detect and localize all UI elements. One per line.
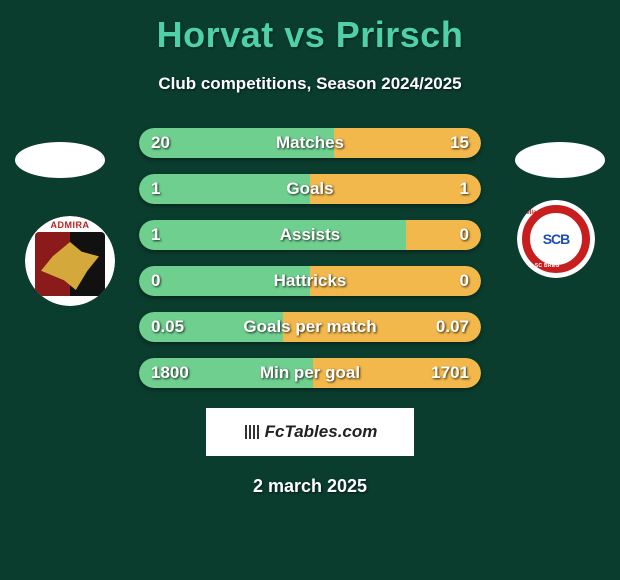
comparison-panel: ADMIRA rivella SCB ELLA SC BREG Matches2… (0, 128, 620, 497)
stat-label: Assists (139, 220, 481, 250)
stat-value-left: 1800 (151, 358, 189, 388)
stat-value-left: 1 (151, 220, 160, 250)
stat-label: Goals per match (139, 312, 481, 342)
stat-value-right: 15 (450, 128, 469, 158)
subtitle: Club competitions, Season 2024/2025 (0, 74, 620, 94)
stat-value-left: 1 (151, 174, 160, 204)
stat-row: Hattricks0 0 (139, 266, 481, 296)
stat-label: Min per goal (139, 358, 481, 388)
bregenz-top-text: rivella (519, 210, 536, 216)
stat-value-right: 0.07 (436, 312, 469, 342)
stat-value-right: 1 (460, 174, 469, 204)
stat-row: Min per goal1800 1701 (139, 358, 481, 388)
stat-value-right: 1701 (431, 358, 469, 388)
stat-row: Matches20 15 (139, 128, 481, 158)
stat-bars: Matches2015Goals11Assists10Hattricks00Go… (139, 128, 481, 388)
club-logo-left: ADMIRA (25, 216, 115, 306)
stat-row: Assists1 0 (139, 220, 481, 250)
stat-value-left: 20 (151, 128, 170, 158)
stat-row: Goals1 1 (139, 174, 481, 204)
stat-label: Goals (139, 174, 481, 204)
date-label: 2 march 2025 (0, 476, 620, 497)
chart-icon (243, 423, 261, 441)
bregenz-logo-icon: rivella SCB ELLA SC BREG (517, 200, 595, 278)
bregenz-center-text: SCB (543, 231, 570, 247)
bregenz-center: SCB (537, 220, 575, 258)
stat-value-right: 0 (460, 220, 469, 250)
watermark-text: FcTables.com (265, 422, 378, 442)
admira-logo-text: ADMIRA (27, 220, 113, 230)
watermark: FcTables.com (206, 408, 414, 456)
stat-label: Matches (139, 128, 481, 158)
bregenz-arc-text: ELLA SC BREG (519, 263, 560, 269)
stat-value-left: 0.05 (151, 312, 184, 342)
player-right-avatar-placeholder (515, 142, 605, 178)
stat-value-right: 0 (460, 266, 469, 296)
stat-label: Hattricks (139, 266, 481, 296)
page-title: Horvat vs Prirsch (0, 0, 620, 56)
stat-value-left: 0 (151, 266, 160, 296)
stat-row: Goals per match0.05 0.07 (139, 312, 481, 342)
player-left-avatar-placeholder (15, 142, 105, 178)
club-logo-right: rivella SCB ELLA SC BREG (517, 200, 595, 278)
admira-logo-icon: ADMIRA (25, 216, 115, 306)
